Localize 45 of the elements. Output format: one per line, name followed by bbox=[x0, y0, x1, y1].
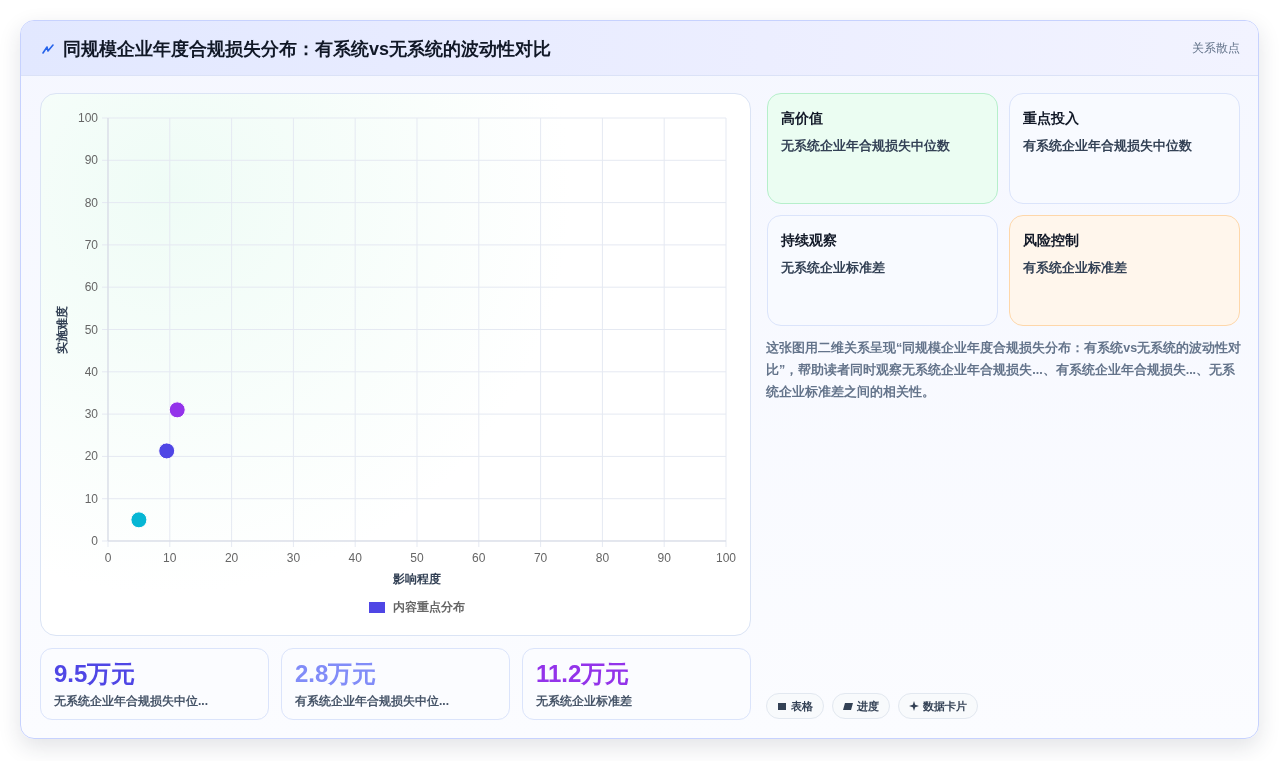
card-text: 无系统企业年合规损失中位数 bbox=[781, 138, 950, 155]
kpi-label: 无系统企业标准差 bbox=[536, 693, 632, 710]
x-tick-label: 50 bbox=[410, 551, 424, 565]
card-text: 无系统企业标准差 bbox=[781, 260, 885, 277]
kpi-value: 9.5万元 bbox=[54, 659, 136, 689]
x-tick-label: 80 bbox=[595, 551, 610, 565]
x-tick-label: 60 bbox=[472, 551, 486, 565]
button-label: 进度 bbox=[857, 698, 879, 714]
description: 这张图用二维关系呈现“同规模企业年度合规损失分布：有系统vs无系统的波动性对比”，帮助读者同时观察无系统企业年合规损失...、有系统企业年合规损失...、无系统企业标准差之间的相关性。 bbox=[766, 339, 1243, 401]
legend-label: 内容重点分布 bbox=[393, 600, 465, 614]
x-tick-label: 70 bbox=[533, 551, 548, 565]
y-tick-label: 100 bbox=[77, 111, 98, 125]
y-tick-label: 0 bbox=[91, 534, 98, 548]
x-tick-label: 20 bbox=[224, 551, 239, 565]
kpi-label: 有系统企业年合规损失中位... bbox=[295, 693, 449, 710]
x-tick-label: 0 bbox=[104, 551, 112, 565]
y-tick-label: 60 bbox=[84, 280, 98, 295]
y-tick-label: 40 bbox=[84, 364, 98, 379]
x-tick-label: 10 bbox=[163, 551, 177, 565]
title: 同规模企业年度合规损失分布：有系统vs无系统的波动性对比 bbox=[63, 38, 552, 61]
y-axis-title: 实施难度 bbox=[55, 305, 69, 354]
card-title: 持续观察 bbox=[781, 232, 837, 250]
y-tick-label: 70 bbox=[84, 237, 98, 252]
kpi-label: 无系统企业年合规损失中位... bbox=[54, 693, 208, 710]
card-title: 风险控制 bbox=[1023, 232, 1079, 250]
x-tick-label: 100 bbox=[716, 551, 736, 565]
y-tick-label: 20 bbox=[84, 449, 98, 464]
kpi-value: 2.8万元 bbox=[295, 659, 377, 689]
y-tick-label: 80 bbox=[84, 195, 98, 210]
y-tick-label: 30 bbox=[84, 407, 98, 422]
card-text: 有系统企业年合规损失中位数 bbox=[1023, 138, 1192, 155]
y-tick-label: 90 bbox=[84, 153, 98, 168]
card-text: 有系统企业标准差 bbox=[1023, 260, 1127, 277]
x-tick-label: 90 bbox=[657, 551, 671, 565]
x-tick-label: 40 bbox=[348, 551, 362, 565]
button-label: 数据卡片 bbox=[923, 698, 967, 714]
card-title: 重点投入 bbox=[1023, 110, 1079, 128]
y-tick-label: 50 bbox=[84, 322, 98, 337]
x-tick-label: 30 bbox=[286, 551, 301, 565]
x-axis-title: 影响程度 bbox=[393, 572, 441, 586]
card-title: 高价值 bbox=[781, 110, 823, 128]
subtitle: 关系散点 bbox=[1192, 40, 1240, 57]
kpi-value: 11.2万元 bbox=[536, 659, 630, 689]
button-label: 表格 bbox=[791, 698, 813, 714]
y-tick-label: 10 bbox=[84, 491, 98, 506]
